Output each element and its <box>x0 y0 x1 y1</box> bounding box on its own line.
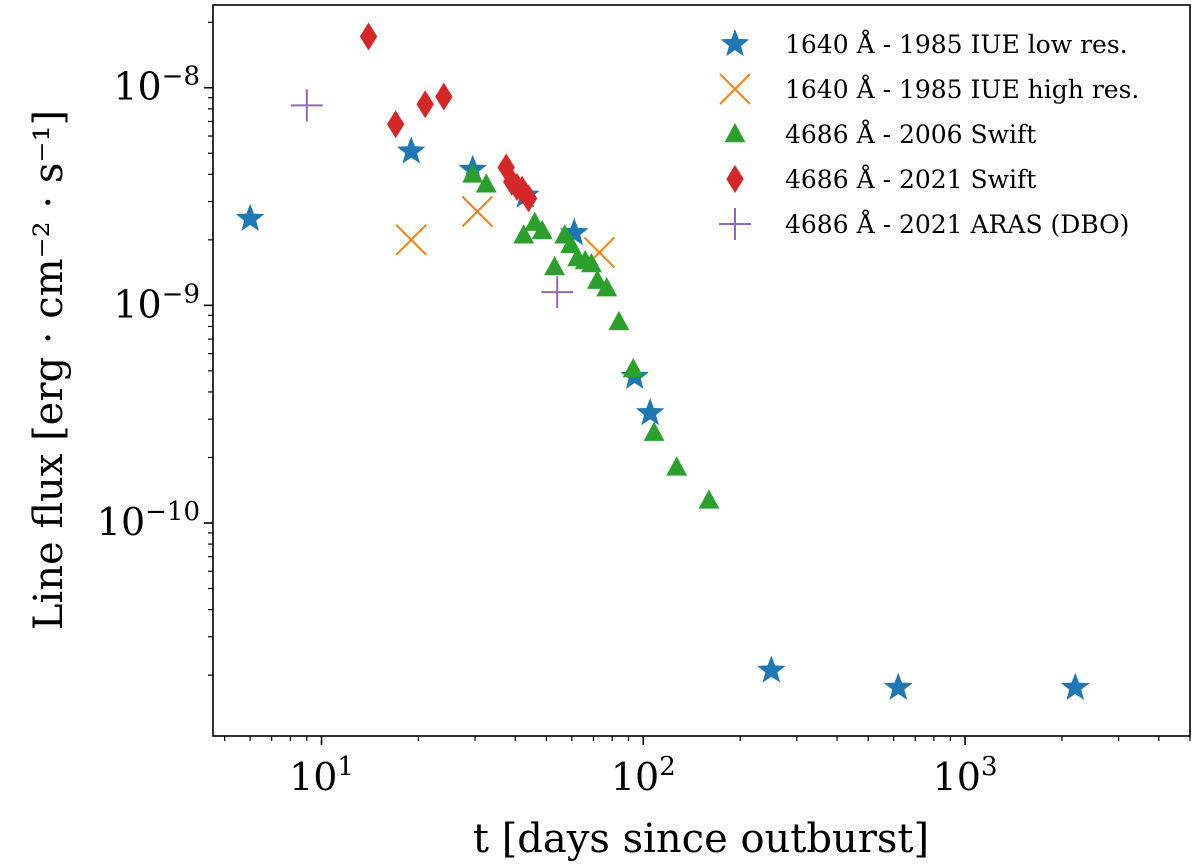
data-point <box>435 82 453 111</box>
legend-marker <box>719 208 751 240</box>
series-plus <box>290 89 574 309</box>
legend-label: 4686 Å - 2021 Swift <box>785 164 1036 194</box>
legend-label: 1640 Å - 1985 IUE low res. <box>785 29 1128 59</box>
data-point <box>531 219 553 240</box>
tick-labels: 101 102 103 10−8 10−9 10−10 <box>97 62 998 799</box>
data-point <box>596 277 618 297</box>
data-point <box>396 136 426 164</box>
data-point <box>666 456 688 476</box>
data-point <box>560 233 582 253</box>
data-point <box>462 163 484 183</box>
data-point <box>635 398 665 426</box>
data-point <box>416 90 434 119</box>
x-tick-label: 102 <box>611 752 676 799</box>
y-tick-label: 10−8 <box>113 62 200 109</box>
data-point <box>608 310 630 331</box>
legend-label: 4686 Å - 2021 ARAS (DBO) <box>785 209 1129 239</box>
data-point <box>544 256 566 276</box>
legend-marker <box>720 29 750 57</box>
data-point <box>541 276 574 309</box>
legend-marker <box>724 123 746 143</box>
data-point <box>622 358 644 378</box>
data-point <box>386 110 405 139</box>
data-point <box>559 218 589 246</box>
legend-marker <box>719 73 751 105</box>
legend-item: 1640 Å - 1985 IUE high res. <box>719 73 1139 105</box>
legend-label: 4686 Å - 2006 Swift <box>785 119 1036 149</box>
data-point <box>513 224 535 244</box>
x-tick-label: 101 <box>289 752 354 799</box>
y-axis-title: Line flux [erg · cm⁻² · s⁻¹] <box>26 110 72 630</box>
x-axis-title: t [days since outburst] <box>473 816 929 862</box>
data-point <box>359 22 378 51</box>
data-point <box>586 269 608 289</box>
plot-area <box>212 4 1191 737</box>
legend-item: 4686 Å - 2021 Swift <box>726 164 1036 194</box>
data-point <box>643 421 665 441</box>
data-point <box>290 89 323 122</box>
data-point <box>519 184 538 213</box>
data-point <box>235 203 265 231</box>
legend-item: 1640 Å - 1985 IUE low res. <box>720 29 1128 59</box>
data-point <box>395 224 427 256</box>
data-point <box>698 489 720 509</box>
legend-label: 1640 Å - 1985 IUE high res. <box>785 74 1139 104</box>
y-tick-label: 10−10 <box>97 497 200 544</box>
series-x <box>395 195 616 269</box>
data-point <box>757 655 786 683</box>
axis-ticks <box>204 21 1191 745</box>
legend-marker <box>726 165 744 193</box>
data-point <box>1061 672 1090 700</box>
data-point <box>884 672 913 700</box>
y-tick-label: 10−9 <box>113 279 200 326</box>
legend: 1640 Å - 1985 IUE low res. 1640 Å - 1985 … <box>719 29 1139 240</box>
x-tick-label: 103 <box>933 752 998 799</box>
series-diamond <box>359 22 538 213</box>
data-markers <box>235 22 1090 700</box>
data-point <box>461 195 494 228</box>
series-triangle <box>462 163 720 509</box>
data-point <box>580 252 602 273</box>
data-point <box>475 173 497 193</box>
legend-item: 4686 Å - 2006 Swift <box>724 119 1036 149</box>
legend-item: 4686 Å - 2021 ARAS (DBO) <box>719 208 1129 240</box>
